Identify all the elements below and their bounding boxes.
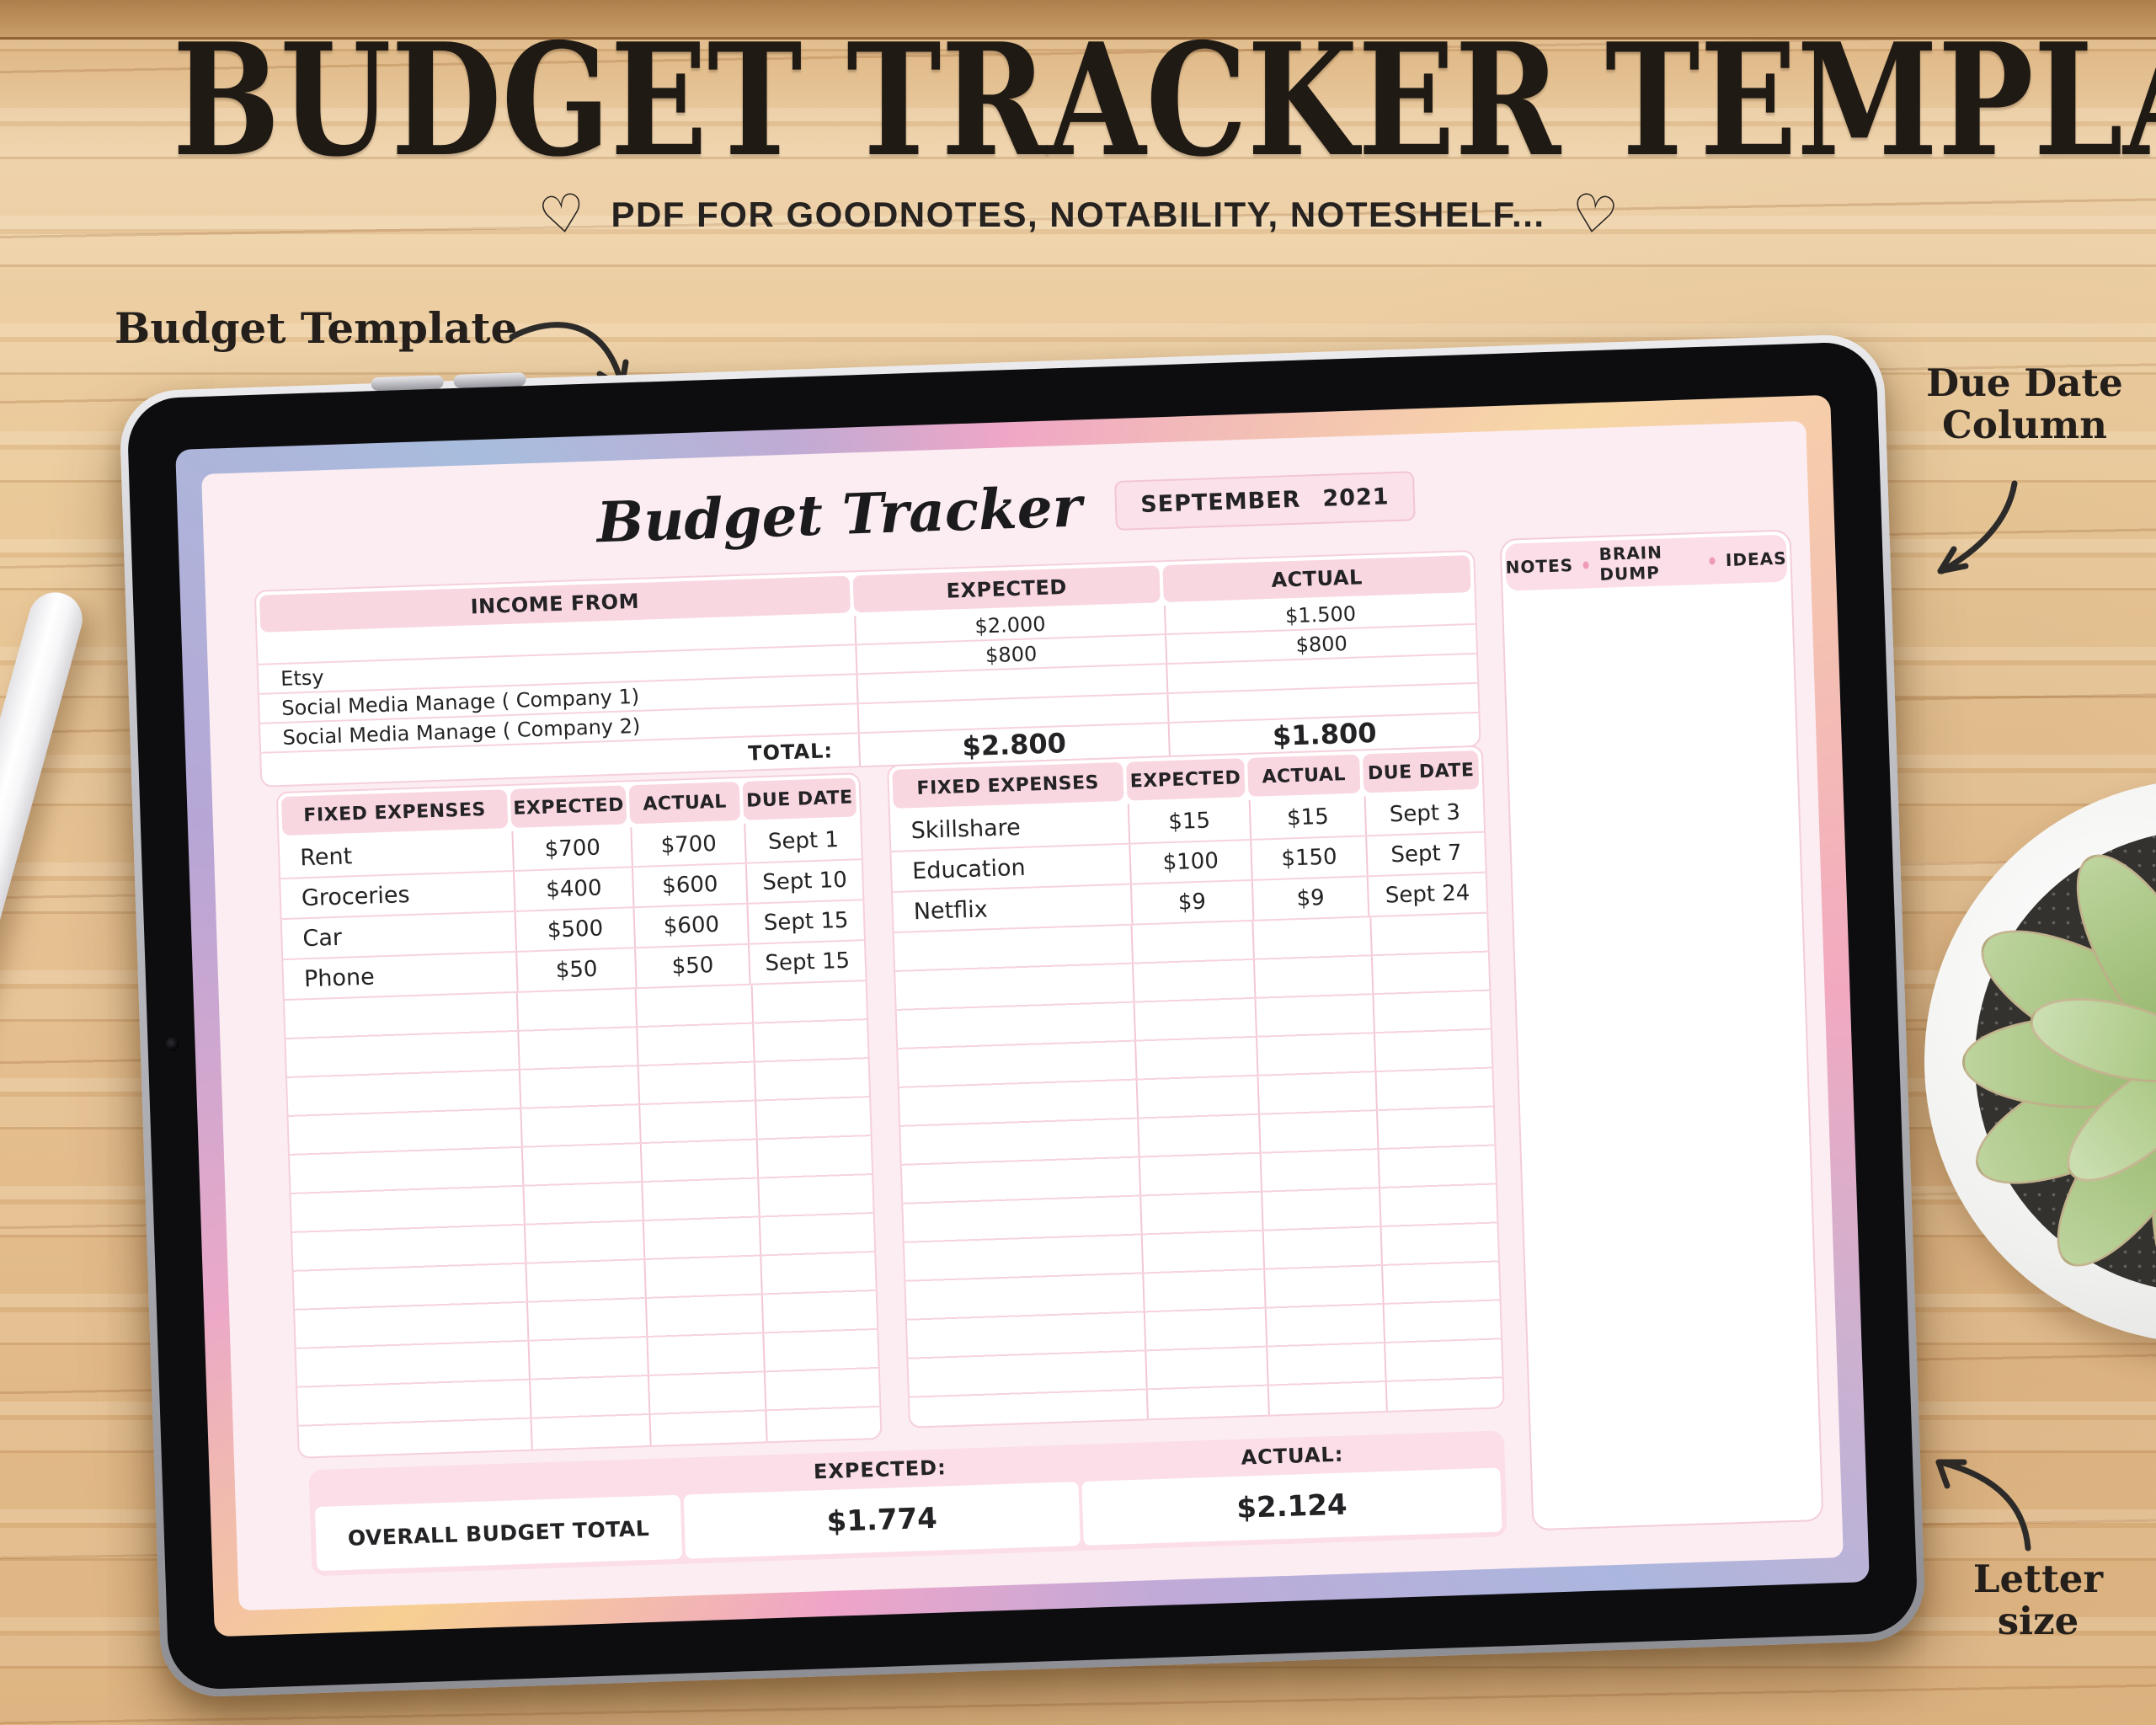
expense-expected-cell: $700 — [511, 827, 632, 870]
annotation-letter-size: Letter size — [1920, 1557, 2156, 1644]
succulent-plant — [1924, 779, 2156, 1386]
page-title: Budget Tracker — [595, 473, 1083, 556]
wood-top-plank — [0, 0, 2156, 40]
expenses-header-cell: ACTUAL — [1246, 754, 1361, 797]
dot-separator-icon — [1582, 560, 1590, 569]
fixed-expenses-table-right: FIXED EXPENSES EXPECTED ACTUAL DUE DATE … — [887, 745, 1505, 1429]
notes-header-part: BRAIN DUMP — [1598, 542, 1663, 585]
expense-due-cell: Sept 1 — [744, 820, 862, 862]
fixed-expenses-table-left: FIXED EXPENSES EXPECTED ACTUAL DUE DATE … — [275, 772, 883, 1459]
expense-due-cell: Sept 7 — [1365, 832, 1486, 876]
year-label: 2021 — [1321, 483, 1390, 512]
notes-header-part: NOTES — [1505, 555, 1574, 578]
month-badge: SEPTEMBER 2021 — [1114, 470, 1416, 531]
annotation-line: Column — [1942, 403, 2107, 448]
expense-due-cell: Sept 15 — [746, 900, 864, 943]
expense-actual-cell: $700 — [630, 823, 745, 867]
annotation-line: Due Date — [1926, 360, 2123, 405]
hero-subtitle: ♡ PDF FOR GOODNOTES, NOTABILITY, NOTESHE… — [0, 180, 2156, 248]
expense-expected-cell: $50 — [515, 948, 637, 991]
month-label: SEPTEMBER — [1139, 486, 1301, 518]
expense-expected-cell: $15 — [1127, 799, 1251, 843]
annotation-line: Letter — [1972, 1557, 2104, 1601]
expense-actual-cell: $150 — [1250, 836, 1367, 879]
expense-due-cell: Sept 3 — [1364, 792, 1485, 836]
annotation-due-date-column: Due Date Column — [1893, 360, 2156, 448]
notes-header-part: IDEAS — [1725, 547, 1787, 571]
hero-title: BUDGET TRACKER TEMPLATE — [172, 9, 2156, 191]
expense-due-cell: Sept 24 — [1366, 873, 1487, 916]
annotation-line: size — [1997, 1599, 2079, 1644]
tablet: Budget Tracker SEPTEMBER 2021 INCOME FRO… — [118, 333, 1927, 1699]
income-header-cell: ACTUAL — [1162, 555, 1471, 603]
dot-separator-icon — [1709, 556, 1716, 565]
expense-actual-cell: $600 — [632, 863, 747, 907]
arrow-icon — [1935, 1459, 2031, 1551]
expense-name-cell: Netflix — [913, 895, 989, 925]
arrow-icon — [1937, 480, 2018, 574]
expense-name-cell: Rent — [299, 842, 353, 871]
expense-expected-cell: $9 — [1129, 880, 1253, 924]
empty-rows-area — [894, 913, 1503, 1427]
tablet-screen: Budget Tracker SEPTEMBER 2021 INCOME FRO… — [175, 394, 1870, 1637]
expense-name-cell: Groceries — [301, 881, 411, 911]
expense-actual-cell: $15 — [1248, 796, 1366, 839]
overall-total-label: OVERALL BUDGET TOTAL — [314, 1494, 683, 1572]
overall-expected-value: $1.774 — [683, 1482, 1081, 1559]
heart-icon: ♡ — [534, 180, 590, 248]
expense-expected-cell: $100 — [1128, 840, 1251, 884]
expense-actual-cell: $600 — [632, 904, 748, 948]
expenses-header-cell: EXPECTED — [1125, 758, 1246, 801]
tablet-bezel: Budget Tracker SEPTEMBER 2021 INCOME FRO… — [126, 340, 1919, 1691]
expense-name-cell: Education — [911, 854, 1027, 884]
expenses-header-cell: DUE DATE — [1363, 750, 1480, 793]
expense-due-cell: Sept 10 — [744, 860, 863, 903]
expenses-header-cell: FIXED EXPENSES — [280, 789, 509, 836]
income-header-cell: EXPECTED — [852, 565, 1161, 613]
expenses-header-cell: EXPECTED — [510, 785, 627, 828]
expenses-header-cell: DUE DATE — [742, 777, 857, 820]
empty-rows-area — [284, 981, 881, 1457]
overall-actual-value: $2.124 — [1081, 1467, 1502, 1546]
hero-subtitle-text: PDF FOR GOODNOTES, NOTABILITY, NOTESHELF… — [611, 195, 1545, 234]
expense-expected-cell: $400 — [512, 868, 633, 911]
expense-name-cell: Phone — [303, 963, 376, 992]
front-camera — [165, 1037, 179, 1051]
annotation-budget-template: Budget Template — [115, 303, 518, 353]
budget-tracker-page: Budget Tracker SEPTEMBER 2021 INCOME FRO… — [201, 420, 1844, 1611]
expense-due-cell: Sept 15 — [748, 941, 866, 984]
notes-panel: NOTES BRAIN DUMP IDEAS — [1499, 529, 1824, 1531]
expenses-header-cell: FIXED EXPENSES — [892, 761, 1124, 809]
heart-icon: ♡ — [1566, 180, 1622, 248]
expense-name-cell: Skillshare — [910, 814, 1022, 844]
notes-panel-header: NOTES BRAIN DUMP IDEAS — [1504, 534, 1788, 591]
expense-name-cell: Car — [302, 924, 343, 952]
expense-expected-cell: $500 — [514, 908, 635, 951]
expense-actual-cell: $9 — [1251, 877, 1369, 920]
expenses-header-cell: ACTUAL — [629, 782, 741, 825]
expense-actual-cell: $50 — [634, 944, 750, 988]
